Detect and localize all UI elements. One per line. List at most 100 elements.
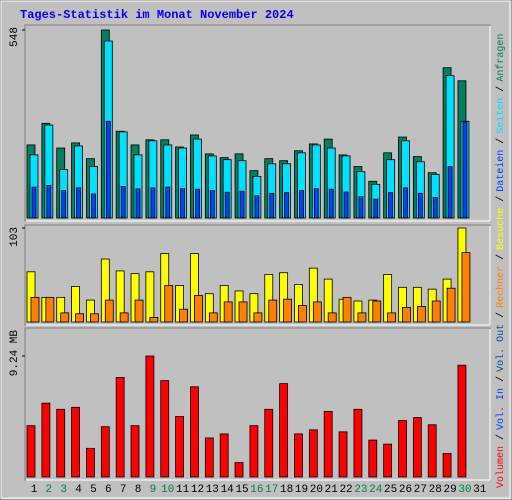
bar [446, 287, 456, 323]
bar [134, 299, 144, 323]
bar [462, 121, 468, 219]
bar [327, 312, 337, 323]
x-tick-label: 21 [325, 484, 339, 496]
x-tick-label: 2 [46, 484, 53, 496]
x-tick-label: 20 [310, 484, 323, 496]
bar [417, 192, 423, 219]
bar [442, 453, 452, 478]
x-tick-label: 25 [384, 484, 397, 496]
bar [358, 196, 364, 219]
bar [387, 312, 397, 323]
legend-separator: / [495, 434, 507, 440]
x-tick-label: 27 [414, 484, 427, 496]
bar [208, 312, 218, 323]
bar [279, 383, 289, 478]
bar [104, 299, 114, 323]
legend-entry: Dateien [495, 150, 507, 192]
bar [105, 120, 111, 219]
x-tick-label: 16 [250, 484, 263, 496]
legend-separator: / [495, 86, 507, 92]
bar [194, 295, 203, 323]
bar [427, 424, 437, 478]
x-tick-label: 8 [135, 484, 142, 496]
x-tick-label: 10 [161, 484, 174, 496]
bar [26, 425, 36, 478]
bar [298, 305, 307, 323]
legend-separator: / [495, 312, 507, 318]
bar [249, 425, 259, 478]
bar [368, 439, 378, 478]
bar [91, 193, 96, 219]
bar [56, 408, 66, 478]
bar [284, 192, 290, 219]
legend-entry: Seiten [495, 98, 507, 134]
y-tick-label: 9.24 MB [9, 330, 21, 377]
chart-title: Tages-Statistik im Monat November 2024 [20, 8, 294, 22]
bar [149, 317, 159, 323]
bar [219, 433, 229, 478]
bar [61, 190, 67, 219]
bar [165, 186, 171, 219]
legend-separator: / [495, 254, 507, 260]
bar [343, 191, 349, 219]
x-tick-label: 19 [295, 484, 308, 496]
bar [403, 187, 408, 219]
legend-entry: Vol. Out [495, 324, 507, 372]
y-tick-label: 103 [9, 227, 21, 247]
x-tick-label: 18 [280, 484, 293, 496]
bar [223, 301, 233, 323]
x-tick-label: 24 [369, 484, 383, 496]
x-tick-label: 28 [429, 484, 442, 496]
bar [338, 431, 348, 478]
legend-entry: Rechner [495, 266, 507, 308]
bar [253, 312, 263, 323]
x-tick-label: 1 [31, 484, 38, 496]
bar [312, 301, 322, 323]
bar [71, 406, 80, 478]
bar [41, 402, 51, 478]
bar [46, 185, 52, 219]
bar [372, 300, 382, 323]
legend-separator: / [495, 138, 507, 144]
x-tick-label: 11 [176, 484, 190, 496]
x-tick-label: 17 [265, 484, 278, 496]
bar [323, 410, 333, 478]
legend-entry: Volumen [495, 446, 507, 488]
bar [238, 301, 248, 323]
bar [268, 299, 278, 323]
bar [120, 186, 126, 219]
bar [461, 252, 471, 323]
bar [209, 190, 215, 219]
bar [447, 166, 453, 219]
bar [164, 285, 174, 323]
bar [239, 190, 245, 219]
bar [398, 420, 407, 478]
bar [432, 197, 438, 219]
bar [353, 408, 363, 478]
bar [402, 306, 411, 323]
bar [234, 462, 244, 478]
bar [342, 296, 352, 323]
x-tick-label: 26 [399, 484, 412, 496]
bar [457, 364, 467, 478]
legend-separator: / [495, 376, 507, 382]
x-tick-label: 5 [90, 484, 97, 496]
y-tick-label: 548 [9, 27, 21, 47]
legend-entry: Vol. In [495, 388, 507, 430]
x-tick-label: 22 [339, 484, 352, 496]
bar [100, 426, 110, 478]
x-tick-label: 6 [105, 484, 112, 496]
bar [308, 429, 318, 478]
bar [388, 192, 394, 219]
bar [130, 425, 140, 478]
bar [373, 198, 379, 219]
bar [416, 306, 426, 323]
bar [179, 308, 189, 323]
x-tick-label: 31 [473, 484, 487, 496]
bar [313, 188, 319, 219]
legend: Volumen / Vol. In / Vol. Out / Rechner / Bes… [495, 34, 507, 488]
bar [145, 271, 155, 323]
bar [412, 417, 422, 478]
